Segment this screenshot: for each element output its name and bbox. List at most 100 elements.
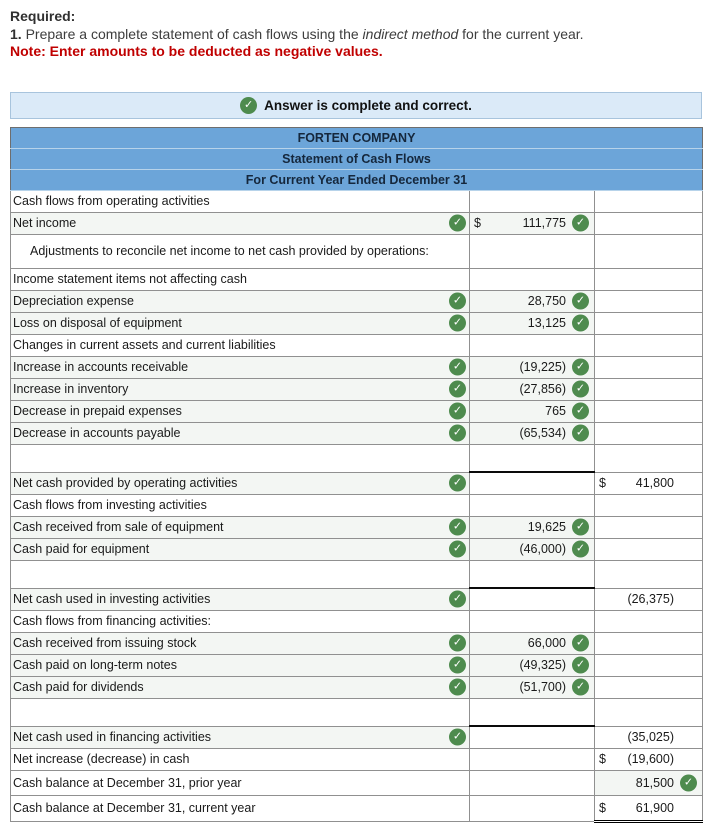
amount-cell-outer [594, 289, 703, 313]
amount-value: 61,900 [635, 800, 674, 815]
correct-check-icon: ✓ [572, 540, 589, 558]
row-label: Cash received from issuing stock [13, 636, 197, 650]
amount-cell-inner [469, 769, 595, 796]
amount-cell-outer [594, 211, 703, 235]
amount-cell-inner [469, 725, 595, 749]
amount-cell-outer: $61,900 [594, 794, 703, 823]
row-label: Income statement items not affecting cas… [13, 272, 247, 286]
correct-check-icon: ✓ [572, 518, 589, 536]
row-label-cell: Cash flows from financing activities: [10, 609, 470, 633]
amount-cell-outer [594, 515, 703, 539]
correct-check-icon: ✓ [572, 314, 589, 332]
statement-row: Cash flows from operating activities [10, 189, 703, 213]
row-label: Net increase (decrease) in cash [13, 752, 190, 766]
row-label: Cash paid on long-term notes [13, 658, 177, 672]
amount-cell-inner: (19,225) ✓ [469, 355, 595, 379]
row-label-cell: Net income ✓ [10, 211, 470, 235]
amount-cell-outer: (35,025) [594, 725, 703, 749]
company-name: FORTEN COMPANY [10, 126, 703, 149]
empty-label-cell [10, 697, 470, 727]
statement-row: Increase in accounts receivable ✓ (19,225)… [10, 355, 703, 379]
correct-check-icon: ✓ [572, 380, 589, 398]
correct-check-icon: ✓ [449, 656, 466, 674]
statement-row: Cash balance at December 31, current yea… [10, 794, 703, 823]
amount-cell-outer [594, 559, 703, 589]
row-label-cell: Net cash used in investing activities ✓ [10, 587, 470, 611]
statement-row: Net increase (decrease) in cash $ (19,600) [10, 747, 703, 771]
amount-cell-outer [594, 697, 703, 727]
cash-flow-statement-table: FORTEN COMPANY Statement of Cash Flows F… [10, 126, 703, 823]
amount-value: (51,700) [519, 680, 566, 694]
amount-value: (49,325) [519, 658, 566, 672]
amount-cell-outer [594, 333, 703, 357]
correct-check-icon: ✓ [449, 474, 466, 492]
amount-cell-inner [469, 587, 595, 611]
amount-cell-inner [469, 233, 595, 269]
dollar-sign: $ [599, 752, 606, 766]
statement-row: Decrease in prepaid expenses ✓ 765 ✓ [10, 399, 703, 423]
amount-cell-inner [469, 559, 595, 589]
empty-label-cell [10, 559, 470, 589]
correct-check-icon: ✓ [449, 314, 466, 332]
correct-check-icon: ✓ [449, 728, 466, 746]
row-label: Increase in inventory [13, 382, 129, 396]
row-label: Decrease in prepaid expenses [13, 404, 182, 418]
row-label: Loss on disposal of equipment [13, 316, 182, 330]
row-label: Adjustments to reconcile net income to n… [30, 244, 429, 258]
statement-row: Cash received from sale of equipment ✓ 19,… [10, 515, 703, 539]
correct-check-icon: ✓ [449, 634, 466, 652]
row-label-cell: Net cash provided by operating activitie… [10, 471, 470, 495]
amount-cell-outer [594, 443, 703, 473]
correct-check-icon: ✓ [240, 96, 258, 114]
amount-value: (27,856) [519, 382, 566, 396]
statement-row: Net cash used in financing activities ✓ (3… [10, 725, 703, 749]
row-label-cell: Cash paid on long-term notes ✓ [10, 653, 470, 677]
correct-check-icon: ✓ [449, 292, 466, 310]
statement-period: For Current Year Ended December 31 [10, 168, 703, 191]
row-label: Cash flows from investing activities [13, 498, 207, 512]
amount-cell-outer [594, 233, 703, 269]
statement-row: Cash received from issuing stock ✓ 66,000 ✓ [10, 631, 703, 655]
amount-cell-inner: 13,125 ✓ [469, 311, 595, 335]
amount-cell-outer: 81,500 ✓ [594, 769, 703, 796]
amount-value: 13,125 [527, 316, 566, 330]
amount-cell-outer [594, 493, 703, 517]
amount-value: 111,775 [522, 216, 566, 230]
amount-value: (26,375) [627, 592, 674, 606]
correct-check-icon: ✓ [572, 656, 589, 674]
row-label-cell: Cash received from sale of equipment ✓ [10, 515, 470, 539]
amount-cell-inner: 28,750 ✓ [469, 289, 595, 313]
spacer-row [10, 697, 703, 727]
amount-value: 66,000 [527, 636, 566, 650]
correct-check-icon: ✓ [680, 774, 697, 791]
amount-cell-inner [469, 333, 595, 357]
correct-check-icon: ✓ [449, 540, 466, 558]
row-label-cell: Cash paid for dividends ✓ [10, 675, 470, 699]
row-label-cell: Cash balance at December 31, current yea… [10, 794, 470, 822]
amount-cell-inner: (27,856) ✓ [469, 377, 595, 401]
statement-row: Cash paid for dividends ✓ (51,700) ✓ [10, 675, 703, 699]
row-label: Cash balance at December 31, prior year [13, 775, 242, 790]
statement-row: Cash flows from financing activities: [10, 609, 703, 633]
correct-check-icon: ✓ [572, 358, 589, 376]
statement-row: Net income ✓ $111,775 ✓ [10, 211, 703, 235]
row-label-cell: Cash balance at December 31, prior year [10, 769, 470, 796]
correct-check-icon: ✓ [572, 678, 589, 696]
correct-check-icon: ✓ [572, 424, 589, 442]
row-label-cell: Adjustments to reconcile net income to n… [10, 233, 470, 269]
amount-cell-outer [594, 399, 703, 423]
amount-cell-inner: 19,625 ✓ [469, 515, 595, 539]
amount-cell-outer [594, 267, 703, 291]
row-label-cell: Cash paid for equipment ✓ [10, 537, 470, 561]
amount-cell-inner: 765 ✓ [469, 399, 595, 423]
statement-row: Loss on disposal of equipment ✓ 13,125 ✓ [10, 311, 703, 335]
amount-cell-inner [469, 443, 595, 473]
amount-cell-outer [594, 189, 703, 213]
indirect-method-italic: indirect method [362, 25, 459, 42]
amount-value: 41,800 [635, 476, 674, 490]
row-label-cell: Loss on disposal of equipment ✓ [10, 311, 470, 335]
amount-value: (46,000) [519, 542, 566, 556]
statement-row: Cash balance at December 31, prior year 8… [10, 769, 703, 796]
answer-status-banner: ✓ Answer is complete and correct. [10, 91, 702, 119]
